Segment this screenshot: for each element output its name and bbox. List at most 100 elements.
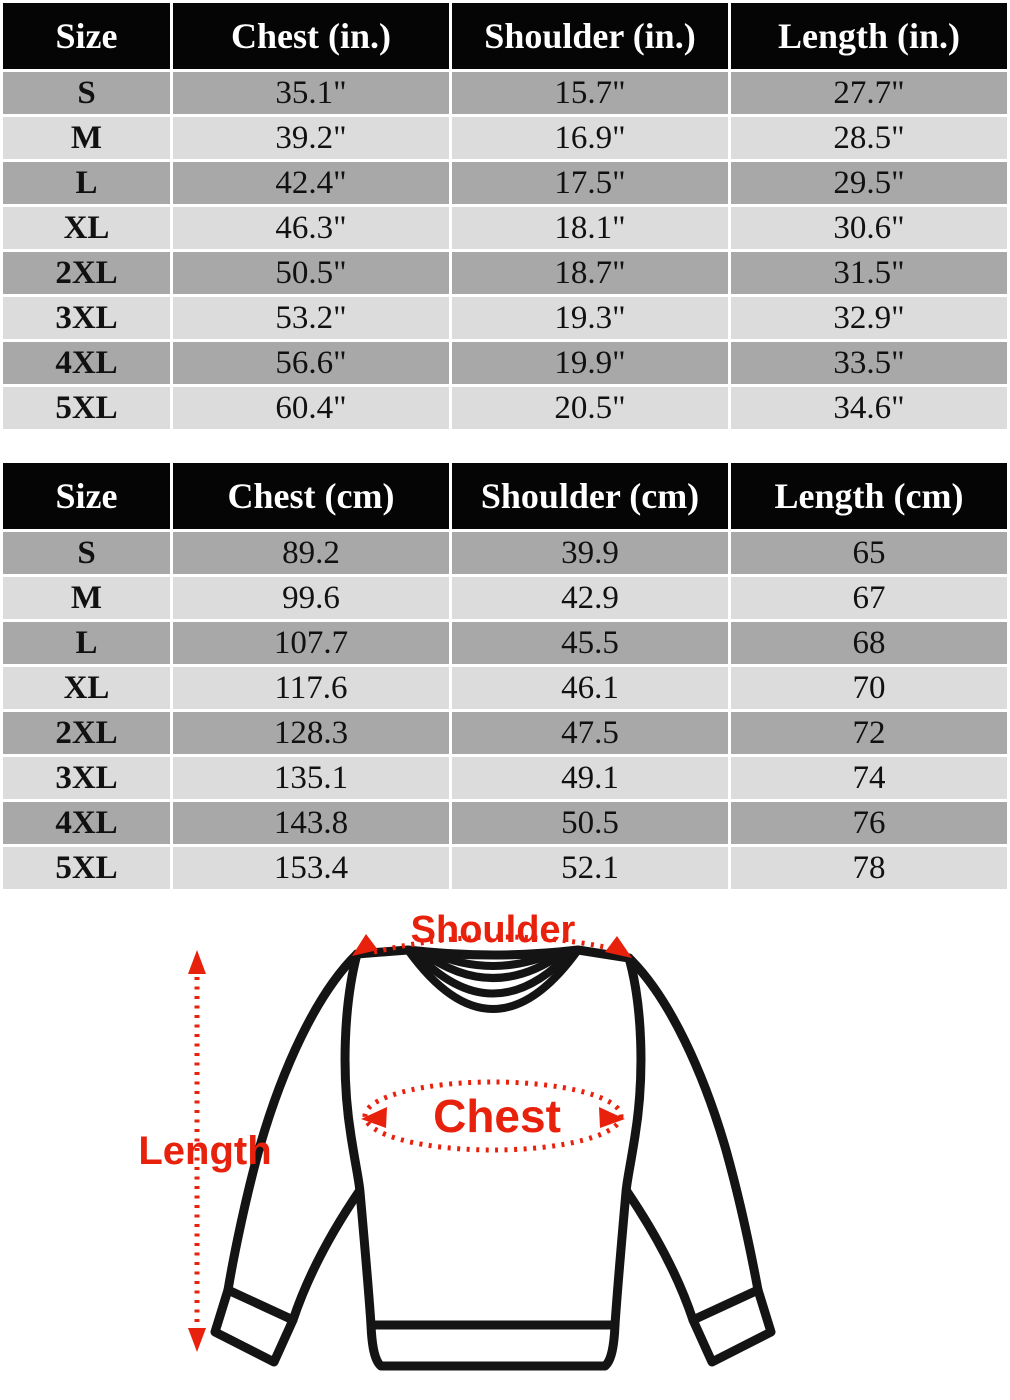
size-cell: 3XL	[3, 757, 170, 799]
table-row: 3XL 53.2" 19.3" 32.9"	[3, 297, 1007, 339]
size-cell: 2XL	[3, 252, 170, 294]
size-cell: S	[3, 72, 170, 114]
table-row: 2XL 128.3 47.5 72	[3, 712, 1007, 754]
column-header-shoulder: Shoulder (cm)	[452, 463, 728, 529]
length-cell: 67	[731, 577, 1007, 619]
size-cell: 4XL	[3, 342, 170, 384]
shoulder-cell: 19.9"	[452, 342, 728, 384]
column-header-size: Size	[3, 3, 170, 69]
shoulder-cell: 19.3"	[452, 297, 728, 339]
chest-arrow	[361, 1079, 625, 1153]
table-row: XL 46.3" 18.1" 30.6"	[3, 207, 1007, 249]
column-header-chest: Chest (cm)	[173, 463, 449, 529]
chest-cell: 56.6"	[173, 342, 449, 384]
right-cuff-line	[688, 1285, 763, 1325]
collar-outer-arc	[404, 946, 582, 1013]
size-cell: L	[3, 162, 170, 204]
length-cell: 27.7"	[731, 72, 1007, 114]
chest-arrow-left-icon	[361, 1107, 387, 1128]
shoulder-cell: 16.9"	[452, 117, 728, 159]
shoulder-arrow-left-icon	[352, 934, 378, 956]
chest-cell: 135.1	[173, 757, 449, 799]
column-header-length: Length (cm)	[731, 463, 1007, 529]
left-cuff-line	[223, 1285, 298, 1325]
shoulder-cell: 46.1	[452, 667, 728, 709]
collar-back-arc	[426, 948, 560, 970]
column-header-chest: Chest (in.)	[173, 3, 449, 69]
length-cell: 29.5"	[731, 162, 1007, 204]
table-row: L 42.4" 17.5" 29.5"	[3, 162, 1007, 204]
shoulder-cell: 42.9	[452, 577, 728, 619]
shoulder-cell: 17.5"	[452, 162, 728, 204]
size-cell: M	[3, 577, 170, 619]
length-cell: 68	[731, 622, 1007, 664]
length-cell: 78	[731, 847, 1007, 889]
shoulder-arrow	[352, 934, 632, 958]
size-cell: XL	[3, 667, 170, 709]
chest-cell: 39.2"	[173, 117, 449, 159]
size-cell: S	[3, 532, 170, 574]
length-cell: 65	[731, 532, 1007, 574]
shoulder-cell: 18.7"	[452, 252, 728, 294]
chest-cell: 143.8	[173, 802, 449, 844]
shoulder-label: Shoulder	[411, 909, 576, 951]
table-row: 3XL 135.1 49.1 74	[3, 757, 1007, 799]
chest-cell: 35.1"	[173, 72, 449, 114]
length-cell: 70	[731, 667, 1007, 709]
chest-cell: 42.4"	[173, 162, 449, 204]
table-row: 5XL 153.4 52.1 78	[3, 847, 1007, 889]
table-row: S 89.2 39.9 65	[3, 532, 1007, 574]
shoulder-cell: 39.9	[452, 532, 728, 574]
shoulder-dotted-arc	[373, 934, 611, 955]
table-row: 4XL 56.6" 19.9" 33.5"	[3, 342, 1007, 384]
length-cell: 34.6"	[731, 387, 1007, 429]
size-cell: XL	[3, 207, 170, 249]
column-header-size: Size	[3, 463, 170, 529]
length-cell: 28.5"	[731, 117, 1007, 159]
chest-label: Chest	[433, 1090, 561, 1142]
length-cell: 74	[731, 757, 1007, 799]
chest-cell: 153.4	[173, 847, 449, 889]
chest-cell: 89.2	[173, 532, 449, 574]
sweatshirt-diagram: Length Shoulder Chest	[138, 909, 776, 1371]
length-arrow	[188, 950, 206, 1352]
size-cell: 4XL	[3, 802, 170, 844]
table-row: L 107.7 45.5 68	[3, 622, 1007, 664]
table-row: 5XL 60.4" 20.5" 34.6"	[3, 387, 1007, 429]
length-cell: 32.9"	[731, 297, 1007, 339]
table-row: XL 117.6 46.1 70	[3, 667, 1007, 709]
size-table-centimeters: Size Chest (cm) Shoulder (cm) Length (cm) S…	[0, 460, 1010, 892]
shoulder-cell: 18.1"	[452, 207, 728, 249]
size-cell: L	[3, 622, 170, 664]
shoulder-cell: 47.5	[452, 712, 728, 754]
table-row: M 99.6 42.9 67	[3, 577, 1007, 619]
table-row: 2XL 50.5" 18.7" 31.5"	[3, 252, 1007, 294]
chest-cell: 117.6	[173, 667, 449, 709]
chest-cell: 46.3"	[173, 207, 449, 249]
shoulder-cell: 49.1	[452, 757, 728, 799]
table-row: M 39.2" 16.9" 28.5"	[3, 117, 1007, 159]
shoulder-arrow-right-icon	[605, 936, 632, 958]
length-cell: 72	[731, 712, 1007, 754]
table-row: S 35.1" 15.7" 27.7"	[3, 72, 1007, 114]
column-header-length: Length (in.)	[731, 3, 1007, 69]
size-cell: 5XL	[3, 387, 170, 429]
length-arrow-down-icon	[188, 1328, 206, 1352]
chest-arrow-right-icon	[599, 1107, 625, 1128]
size-cell: M	[3, 117, 170, 159]
shoulder-cell: 52.1	[452, 847, 728, 889]
length-cell: 31.5"	[731, 252, 1007, 294]
size-cell: 2XL	[3, 712, 170, 754]
chest-cell: 50.5"	[173, 252, 449, 294]
collar-mid-arc	[410, 947, 576, 998]
column-header-shoulder: Shoulder (in.)	[452, 3, 728, 69]
collar-inner-arc	[418, 948, 568, 982]
chest-dotted-ellipse	[362, 1079, 624, 1153]
shoulder-cell: 50.5	[452, 802, 728, 844]
length-cell: 76	[731, 802, 1007, 844]
measurement-diagram: Length Shoulder Chest	[0, 892, 1010, 1392]
shoulder-cell: 20.5"	[452, 387, 728, 429]
header-row: Size Chest (cm) Shoulder (cm) Length (cm)	[3, 463, 1007, 529]
length-label: Length	[138, 1129, 271, 1173]
header-row: Size Chest (in.) Shoulder (in.) Length (in.…	[3, 3, 1007, 69]
